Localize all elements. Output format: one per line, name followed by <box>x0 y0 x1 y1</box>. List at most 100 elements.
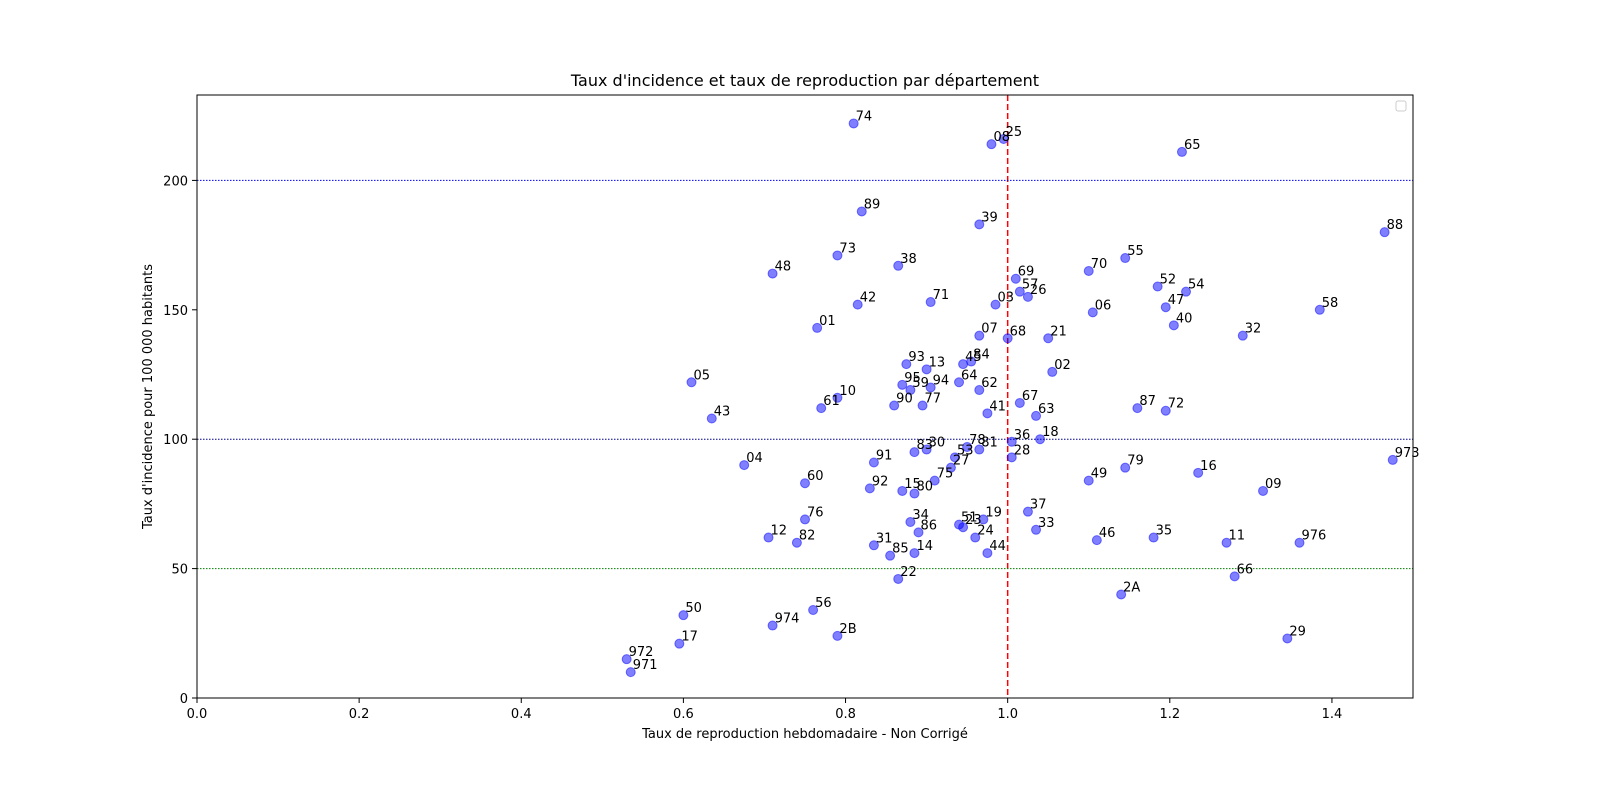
x-tick-label: 1.0 <box>997 707 1018 722</box>
point-label: 81 <box>981 436 998 451</box>
data-point <box>962 441 973 452</box>
point-label: 46 <box>1099 526 1116 541</box>
point-label: 77 <box>925 392 942 407</box>
data-point <box>739 460 750 471</box>
point-label: 15 <box>904 477 921 492</box>
data-point <box>974 385 985 396</box>
point-label: 44 <box>989 539 1006 554</box>
point-label: 60 <box>807 469 824 484</box>
point-label: 34 <box>912 508 929 523</box>
data-point <box>1379 227 1390 238</box>
point-label: 61 <box>823 394 840 409</box>
y-tick-label: 200 <box>163 174 188 189</box>
data-point <box>925 297 936 308</box>
data-point <box>706 413 717 424</box>
data-point <box>1237 330 1248 341</box>
point-label: 17 <box>681 630 698 645</box>
point-label: 42 <box>860 291 877 306</box>
data-point <box>1035 434 1046 445</box>
data-point <box>852 299 863 310</box>
data-point <box>1002 333 1013 344</box>
point-label: 32 <box>1245 322 1262 337</box>
data-point <box>945 462 956 473</box>
data-point <box>868 457 879 468</box>
point-label: 37 <box>1030 498 1047 513</box>
data-point <box>763 532 774 543</box>
data-point <box>1083 265 1094 276</box>
point-label: 36 <box>1014 428 1031 443</box>
data-point <box>816 403 827 414</box>
point-label: 71 <box>933 288 950 303</box>
point-label: 12 <box>771 524 788 539</box>
point-label: 23 <box>965 513 982 528</box>
point-label: 19 <box>985 505 1002 520</box>
point-label: 16 <box>1200 459 1217 474</box>
data-point <box>1014 397 1025 408</box>
point-label: 2A <box>1123 580 1140 595</box>
data-point <box>897 485 908 496</box>
data-point <box>982 408 993 419</box>
data-point <box>978 514 989 525</box>
point-label: 18 <box>1042 425 1059 440</box>
point-label: 33 <box>1038 516 1055 531</box>
data-point <box>1168 320 1179 331</box>
point-label: 02 <box>1054 358 1071 373</box>
data-point <box>1120 253 1131 264</box>
point-label: 04 <box>746 451 763 466</box>
data-point <box>909 447 920 458</box>
data-point <box>913 527 924 538</box>
point-label: 79 <box>1127 454 1144 469</box>
data-point <box>929 475 940 486</box>
point-label: 28 <box>1014 443 1031 458</box>
point-label: 2B <box>839 622 856 637</box>
point-label: 88 <box>1387 218 1404 233</box>
data-point <box>800 478 810 489</box>
point-label: 67 <box>1022 389 1039 404</box>
y-axis: 0 50 100 150 200 <box>163 174 197 707</box>
data-point <box>974 444 985 455</box>
data-point <box>1152 281 1163 292</box>
data-points <box>621 118 1398 678</box>
point-label: 45 <box>965 350 982 365</box>
point-label: 22 <box>900 565 917 580</box>
data-point <box>832 630 843 641</box>
point-label: 31 <box>876 531 893 546</box>
data-point <box>856 206 867 217</box>
point-label: 70 <box>1091 257 1108 272</box>
point-label: 48 <box>775 260 792 275</box>
data-point <box>1010 273 1021 284</box>
data-point <box>625 667 636 678</box>
data-point <box>921 444 932 455</box>
point-label: 13 <box>929 355 946 370</box>
data-point <box>954 377 965 388</box>
data-point <box>958 522 969 533</box>
point-label: 94 <box>933 373 950 388</box>
point-label: 51 <box>961 511 978 526</box>
point-label: 73 <box>839 241 856 256</box>
data-point <box>1176 146 1187 157</box>
point-label: 14 <box>916 539 933 554</box>
point-label: 64 <box>961 368 978 383</box>
data-point <box>1031 410 1042 421</box>
point-label: 971 <box>633 658 658 673</box>
data-point <box>990 299 1001 310</box>
data-point <box>1314 304 1325 315</box>
data-point <box>868 540 879 551</box>
point-label: 62 <box>981 376 998 391</box>
data-point <box>848 118 859 129</box>
point-label: 52 <box>1160 273 1177 288</box>
point-label: 07 <box>981 322 998 337</box>
x-tick-label: 0.8 <box>835 707 856 722</box>
data-point <box>970 532 981 543</box>
point-label: 10 <box>839 384 856 399</box>
point-label: 06 <box>1095 298 1112 313</box>
point-label: 41 <box>989 399 1006 414</box>
data-point <box>864 483 875 494</box>
data-point <box>974 330 985 341</box>
point-label: 58 <box>1322 296 1339 311</box>
point-label: 08 <box>993 130 1010 145</box>
data-point <box>1229 571 1240 582</box>
data-point <box>767 620 778 631</box>
point-label: 01 <box>819 314 836 329</box>
